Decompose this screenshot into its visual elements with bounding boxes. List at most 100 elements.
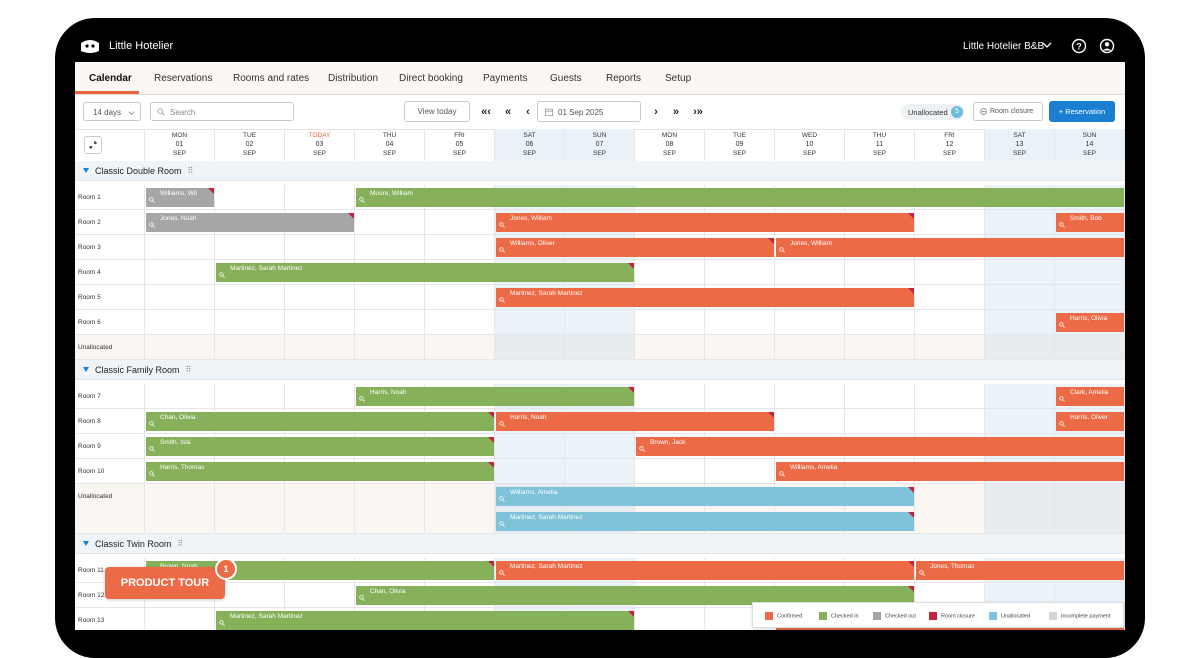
calendar-cell[interactable]	[635, 310, 705, 335]
booking-bar[interactable]: Chan, Olivia	[356, 586, 914, 605]
calendar-cell[interactable]	[145, 484, 215, 534]
calendar-cell[interactable]	[355, 335, 425, 360]
account-name[interactable]: Little Hotelier B&B	[963, 41, 1045, 52]
calendar-cell[interactable]	[635, 608, 705, 630]
booking-bar[interactable]: Martinez, Sarah Martinez	[216, 263, 634, 282]
calendar-cell[interactable]	[495, 459, 565, 484]
booking-bar[interactable]: Harris, Thomas	[146, 462, 494, 481]
booking-bar[interactable]: Harris, Noah	[356, 387, 634, 406]
booking-bar[interactable]: Harris, Noah	[496, 412, 774, 431]
calendar-cell[interactable]	[145, 608, 215, 630]
calendar-cell[interactable]	[285, 310, 355, 335]
calendar-cell[interactable]	[845, 310, 915, 335]
calendar-cell[interactable]	[915, 384, 985, 409]
calendar-cell[interactable]	[705, 260, 775, 285]
drag-handle-icon[interactable]: ⠿	[185, 365, 192, 374]
calendar-cell[interactable]	[425, 235, 495, 260]
calendar-cell[interactable]	[145, 260, 215, 285]
calendar-cell[interactable]	[215, 310, 285, 335]
room-type-header[interactable]: Classic Family Room ⠿	[75, 360, 1125, 380]
booking-bar[interactable]: Williams, Oliver	[496, 238, 774, 257]
calendar-cell[interactable]	[705, 335, 775, 360]
booking-bar[interactable]: Harris, Olivia	[1056, 313, 1124, 332]
nav-direct-booking[interactable]: Direct booking	[399, 73, 463, 84]
calendar-cell[interactable]	[565, 310, 635, 335]
calendar-cell[interactable]	[425, 210, 495, 235]
unallocated-filter[interactable]: Unallocated 5	[901, 104, 964, 120]
booking-bar[interactable]: Smith, Isla	[146, 437, 494, 456]
booking-bar[interactable]: Martinez, Sarah Martinez	[496, 288, 914, 307]
calendar-cell[interactable]	[915, 210, 985, 235]
calendar-cell[interactable]	[985, 310, 1055, 335]
previous-day-icon[interactable]: ‹	[526, 106, 530, 118]
calendar-cell[interactable]	[705, 384, 775, 409]
calendar-cell[interactable]	[355, 310, 425, 335]
calendar-cell[interactable]	[215, 285, 285, 310]
expand-button[interactable]	[84, 136, 102, 154]
calendar-cell[interactable]	[145, 384, 215, 409]
calendar-cell[interactable]	[215, 583, 285, 608]
jump-forward-far-icon[interactable]: ›»	[693, 106, 703, 118]
help-icon[interactable]: ?	[1071, 38, 1087, 54]
collapse-triangle-icon[interactable]	[83, 541, 89, 546]
nav-setup[interactable]: Setup	[665, 73, 692, 84]
booking-bar[interactable]: Martinez, Sarah Martinez	[496, 512, 914, 531]
nav-distribution[interactable]: Distribution	[328, 73, 379, 84]
calendar-cell[interactable]	[985, 409, 1055, 434]
calendar-cell[interactable]	[635, 335, 705, 360]
calendar-cell[interactable]	[845, 285, 915, 310]
calendar-cell[interactable]	[1055, 260, 1125, 285]
calendar-cell[interactable]	[355, 235, 425, 260]
calendar-cell[interactable]	[1055, 285, 1125, 310]
add-reservation-button[interactable]: + Reservation	[1049, 101, 1115, 122]
calendar-cell[interactable]	[285, 235, 355, 260]
calendar-cell[interactable]	[705, 409, 775, 434]
calendar-cell[interactable]	[565, 335, 635, 360]
nav-guests[interactable]: Guests	[550, 73, 582, 84]
calendar-cell[interactable]	[285, 384, 355, 409]
calendar-cell[interactable]	[425, 484, 495, 534]
calendar-cell[interactable]	[425, 285, 495, 310]
calendar-cell[interactable]	[285, 583, 355, 608]
calendar-cell[interactable]	[845, 335, 915, 360]
calendar-cell[interactable]	[775, 335, 845, 360]
calendar-cell[interactable]	[985, 285, 1055, 310]
calendar-cell[interactable]	[705, 235, 775, 260]
calendar-cell[interactable]	[145, 335, 215, 360]
calendar-cell[interactable]	[705, 459, 775, 484]
calendar-cell[interactable]	[355, 484, 425, 534]
date-picker[interactable]: 01 Sep 2025	[537, 101, 641, 122]
calendar-cell[interactable]	[425, 434, 495, 459]
calendar-cell[interactable]	[915, 409, 985, 434]
calendar-cell[interactable]	[845, 260, 915, 285]
drag-handle-icon[interactable]: ⠿	[187, 166, 194, 175]
view-today-button[interactable]: View today	[404, 101, 470, 122]
calendar-cell[interactable]	[565, 459, 635, 484]
product-tour-button[interactable]: PRODUCT TOUR	[105, 567, 225, 599]
calendar-cell[interactable]	[355, 285, 425, 310]
calendar-cell[interactable]	[495, 335, 565, 360]
booking-bar[interactable]: Martinez, Sarah Martinez	[496, 561, 914, 580]
calendar-cell[interactable]	[915, 310, 985, 335]
booking-bar[interactable]: Chan, Olivia	[146, 412, 494, 431]
calendar-cell[interactable]	[635, 260, 705, 285]
calendar-cell[interactable]	[845, 210, 915, 235]
calendar-cell[interactable]	[425, 558, 495, 583]
calendar-cell[interactable]	[635, 459, 705, 484]
calendar-cell[interactable]	[635, 384, 705, 409]
booking-bar[interactable]: Williams, Amelia	[496, 487, 914, 506]
jump-back-week-icon[interactable]: «	[504, 106, 512, 118]
nav-reservations[interactable]: Reservations	[154, 73, 213, 84]
calendar-cell[interactable]	[425, 310, 495, 335]
booking-bar[interactable]: Smith, Bob	[1056, 213, 1124, 232]
calendar-cell[interactable]	[285, 210, 355, 235]
calendar-cell[interactable]	[285, 484, 355, 534]
calendar-cell[interactable]	[425, 459, 495, 484]
drag-handle-icon[interactable]: ⠿	[177, 539, 184, 548]
room-type-header[interactable]: Classic Twin Room ⠿	[75, 534, 1125, 554]
chevron-down-icon[interactable]	[1041, 39, 1053, 51]
calendar-cell[interactable]	[285, 185, 355, 210]
calendar-cell[interactable]	[985, 210, 1055, 235]
calendar-cell[interactable]	[215, 335, 285, 360]
calendar-cell[interactable]	[215, 384, 285, 409]
